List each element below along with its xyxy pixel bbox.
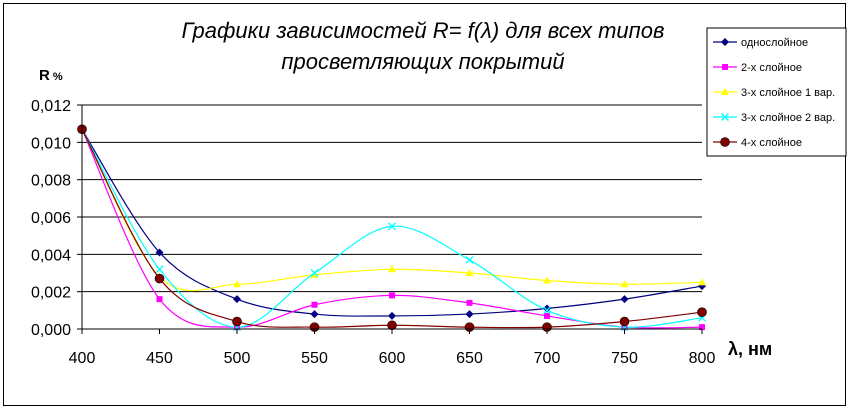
x-tick-label: 550 <box>301 350 328 367</box>
chart-title-line-2: просветляющих покрытий <box>281 49 564 74</box>
series-1-point-4 <box>310 310 319 319</box>
legend-marker-1 <box>721 38 729 46</box>
series-3-point-7 <box>543 276 551 284</box>
series-5-point-5 <box>387 320 397 331</box>
series-3-point-6 <box>465 269 474 276</box>
x-tick-label: 500 <box>224 350 251 367</box>
series-3-point-5 <box>388 265 396 273</box>
series-5-point-3 <box>232 316 242 327</box>
x-tick-label: 600 <box>379 350 406 367</box>
series-1-point-8 <box>620 295 629 304</box>
chart-frame <box>3 3 846 406</box>
grid-layer <box>82 104 702 293</box>
series-1-point-2 <box>155 248 164 257</box>
axis-layer <box>77 104 703 334</box>
series-2-point-2 <box>156 296 163 303</box>
series-3-point-8 <box>620 280 629 288</box>
legend-marker-3 <box>721 88 729 95</box>
legend-label-3: 3-х слойное 1 вар. <box>741 87 835 99</box>
y-axis-label: R % <box>39 67 63 84</box>
x-tick-label: 800 <box>689 350 716 367</box>
legend-layer: однослойное 2-х слойное 3-х слойное 1 вар.… <box>706 27 847 157</box>
x-tick-label: 650 <box>456 350 483 367</box>
y-tick-label: 0,010 <box>31 135 71 152</box>
x-tick-label: 450 <box>146 350 173 367</box>
y-tick-label: 0,012 <box>31 98 71 115</box>
x-tick-label: 400 <box>69 350 96 367</box>
series-1-point-6 <box>465 310 474 319</box>
series-2-point-7 <box>544 312 550 319</box>
legend-label-2: 2-х слойное <box>741 62 802 74</box>
x-tick-label: 700 <box>534 350 561 367</box>
legend-marker-4 <box>721 113 729 121</box>
series-3-point-3 <box>233 280 241 288</box>
series-2-point-9 <box>699 324 705 331</box>
x-axis-label: λ, нм <box>728 339 772 359</box>
series-line-4 <box>81 128 703 328</box>
series-5-point-9 <box>697 307 707 318</box>
series-1-point-3 <box>233 295 241 304</box>
series-4-point-7 <box>543 306 551 315</box>
series-3-point-9 <box>698 278 706 286</box>
series-1-point-7 <box>543 304 551 313</box>
series-2-point-5 <box>389 292 395 299</box>
series-4-point-4 <box>310 269 319 277</box>
y-tick-label: 0,002 <box>31 285 71 302</box>
series-2-point-4 <box>311 301 318 308</box>
y-tick-label: 0,004 <box>31 247 71 264</box>
legend-marker-5 <box>720 137 730 147</box>
y-tick-label: 0,000 <box>31 322 71 339</box>
legend-label-4: 3-х слойное 2 вар. <box>741 112 835 124</box>
legend-label-1: однослойное <box>741 37 808 49</box>
y-tick-label: 0,006 <box>31 210 71 227</box>
label-layer: Графики зависимостей R= f(λ) для всех ти… <box>31 18 772 367</box>
legend-label-5: 4-х слойное <box>741 137 802 149</box>
series-4-point-6 <box>465 255 474 264</box>
series-1-point-5 <box>388 311 396 320</box>
series-5-point-2 <box>154 273 165 284</box>
legend-marker-2 <box>722 64 728 70</box>
y-tick-label: 0,008 <box>31 173 71 190</box>
series-5-point-8 <box>619 316 630 327</box>
series-3-point-4 <box>310 270 319 278</box>
series-4-point-5 <box>388 222 396 231</box>
series-4-point-2 <box>155 265 164 274</box>
series-2-point-6 <box>466 299 473 306</box>
x-tick-label: 750 <box>611 350 638 367</box>
chart-title-line-1: Графики зависимостей R= f(λ) для всех ти… <box>182 18 665 43</box>
